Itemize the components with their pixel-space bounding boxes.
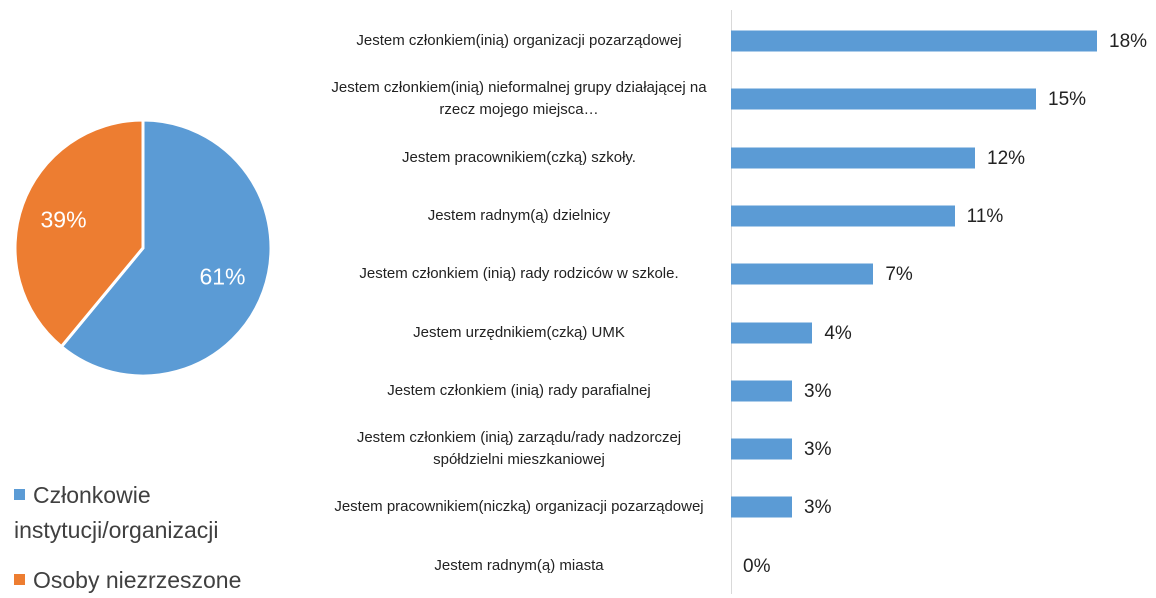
pie-chart: 61% 39% [13,118,273,378]
data-label: 3% [804,380,832,402]
bar [731,205,955,227]
bar [731,147,975,169]
data-label: 7% [885,264,913,286]
data-label: 15% [1048,89,1087,111]
legend-item: Członkowie instytucji/organizacji [14,478,284,548]
data-label: 39% [40,206,86,232]
category-label: Jestem członkiem (inią) rady parafialnej [387,381,651,399]
category-label: Jestem urzędnikiem(czką) UMK [413,323,625,341]
data-label: 3% [804,439,832,461]
bar [731,88,1036,110]
data-label: 18% [1109,31,1148,52]
legend-label: Osoby niezrzeszone [33,567,242,593]
data-label: 12% [987,147,1026,169]
category-label: Jestem radnym(ą) dzielnicy [427,206,611,224]
category-axis [731,10,732,594]
legend-item: Osoby niezrzeszone [14,563,284,598]
legend-swatch [14,489,25,500]
legend-label: Członkowie instytucji/organizacji [14,482,219,543]
data-label: 3% [804,497,832,519]
data-label: 11% [966,205,1004,227]
bar [731,496,792,518]
data-label: 61% [199,264,245,290]
legend-swatch [14,574,25,585]
category-label: Jestem pracownikiem(niczką) organizacji … [334,498,704,516]
bar [731,30,1097,52]
category-label: Jestem członkiem (inią) zarządu/rady nad… [356,429,682,469]
data-label: 4% [824,322,852,344]
category-label: Jestem członkiem (inią) rady rodziców w … [359,265,679,283]
bar [731,263,874,285]
bar [731,438,792,460]
bar [731,380,792,402]
category-label: Jestem radnym(ą) miasta [434,556,604,574]
data-label: 0% [743,555,771,577]
category-label: Jestem członkiem(inią) nieformalnej grup… [331,79,707,119]
category-label: Jestem członkiem(inią) organizacji pozar… [356,32,682,49]
bar [731,322,813,343]
category-label: Jestem pracownikiem(czką) szkoły. [402,148,636,166]
pie-slice [59,118,273,378]
pie-slice [13,118,145,349]
